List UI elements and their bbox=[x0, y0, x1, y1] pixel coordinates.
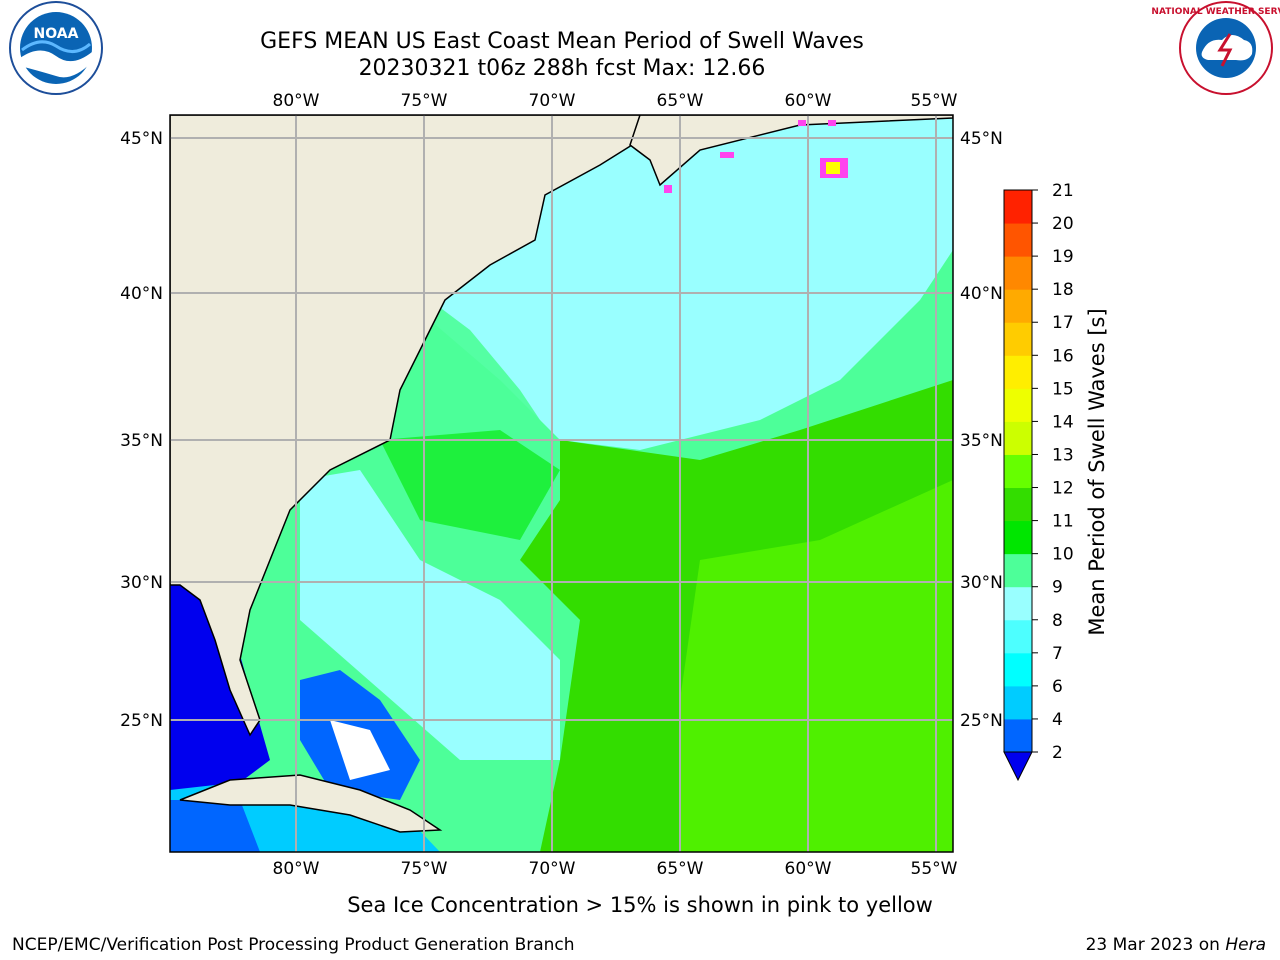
colorbar-segment bbox=[1004, 685, 1032, 720]
colorbar-tick-label: 19 bbox=[1052, 247, 1074, 267]
colorbar-tick-label: 20 bbox=[1052, 214, 1074, 234]
colorbar-tick-label: 14 bbox=[1052, 412, 1074, 432]
lat-label: 45°N bbox=[120, 129, 163, 149]
figure-subtitle: 20230321 t06z 288h fcst Max: 12.66 bbox=[359, 56, 766, 81]
colorbar-tick-label: 18 bbox=[1052, 280, 1074, 300]
lat-label: 30°N bbox=[960, 573, 1003, 593]
cuba-land bbox=[179, 774, 443, 833]
noaa-logo-text: NOAA bbox=[34, 26, 79, 42]
colorbar-segment bbox=[1004, 487, 1032, 522]
colorbar-segment bbox=[1004, 256, 1032, 290]
nws-logo-text: NATIONAL WEATHER SERVICE bbox=[1151, 7, 1280, 17]
colorbar-tick-label: 15 bbox=[1052, 379, 1074, 399]
sea-ice-markers bbox=[664, 120, 848, 193]
map-graticule bbox=[170, 115, 953, 852]
map-panel bbox=[169, 114, 954, 853]
lon-labels-bottom: 80°W 75°W 70°W 65°W 60°W 55°W bbox=[273, 859, 958, 879]
colorbar-segment bbox=[1004, 190, 1032, 224]
lat-label: 40°N bbox=[120, 284, 163, 304]
lon-label: 80°W bbox=[273, 859, 320, 879]
colorbar-segment bbox=[1004, 454, 1032, 489]
colorbar-segment bbox=[1004, 553, 1032, 588]
map-frame bbox=[169, 114, 954, 853]
colorbar-tick-label: 17 bbox=[1052, 313, 1074, 333]
lon-label: 80°W bbox=[273, 91, 320, 111]
lon-label: 70°W bbox=[529, 859, 576, 879]
colorbar-tick-label: 10 bbox=[1052, 545, 1074, 565]
lat-label: 30°N bbox=[120, 573, 163, 593]
gulf-low-period-zone bbox=[170, 582, 270, 800]
lon-label: 75°W bbox=[401, 859, 448, 879]
colorbar-segment bbox=[1004, 586, 1032, 621]
run-date-text: 23 Mar 2023 on bbox=[1086, 935, 1226, 955]
colorbar-segment bbox=[1004, 223, 1032, 257]
lat-label: 35°N bbox=[960, 431, 1003, 451]
lon-label: 65°W bbox=[657, 91, 704, 111]
figure-title: GEFS MEAN US East Coast Mean Period of S… bbox=[260, 29, 864, 54]
colorbar-tick-label: 7 bbox=[1052, 644, 1063, 664]
colorbar-tick-label: 21 bbox=[1052, 181, 1074, 201]
lon-label: 70°W bbox=[529, 91, 576, 111]
colorbar-tick-label: 2 bbox=[1052, 743, 1063, 763]
colorbar-segment bbox=[1004, 388, 1032, 422]
colorbar-segment bbox=[1004, 652, 1032, 687]
colorbar-tick-label: 16 bbox=[1052, 346, 1074, 366]
machine-name: Hera bbox=[1225, 935, 1266, 955]
lat-label: 25°N bbox=[960, 711, 1003, 731]
colorbar-segment bbox=[1004, 421, 1032, 455]
swell-zone-lightgreen bbox=[680, 480, 953, 852]
lat-labels-right: 45°N 40°N 35°N 30°N 25°N bbox=[960, 129, 1003, 731]
credit-text: NCEP/EMC/Verification Post Processing Pr… bbox=[12, 935, 575, 955]
colorbar-tick-label: 9 bbox=[1052, 578, 1063, 598]
run-date: 23 Mar 2023 on Hera bbox=[1086, 935, 1266, 955]
lon-label: 75°W bbox=[401, 91, 448, 111]
colorbar-segment bbox=[1004, 718, 1032, 753]
lon-label: 60°W bbox=[785, 91, 832, 111]
lon-label: 65°W bbox=[657, 859, 704, 879]
lat-label: 45°N bbox=[960, 129, 1003, 149]
swell-zone-cyan-north bbox=[430, 115, 953, 450]
colorbar-label: Mean Period of Swell Waves [s] bbox=[1085, 308, 1109, 635]
colorbar-tick-label: 8 bbox=[1052, 611, 1063, 631]
nws-logo: NATIONAL WEATHER SERVICE bbox=[1151, 1, 1280, 95]
lat-label: 35°N bbox=[120, 431, 163, 451]
sea-ice-note: Sea Ice Concentration > 15% is shown in … bbox=[347, 893, 933, 917]
colorbar-segment bbox=[1004, 289, 1032, 323]
lat-label: 40°N bbox=[960, 284, 1003, 304]
lat-label: 25°N bbox=[120, 711, 163, 731]
colorbar-segment bbox=[1004, 520, 1032, 555]
colorbar-segment bbox=[1004, 619, 1032, 654]
nova-scotia-land bbox=[629, 115, 953, 187]
colorbar-segment bbox=[1004, 322, 1032, 356]
colorbar-tick-label: 11 bbox=[1052, 512, 1074, 532]
lon-label: 55°W bbox=[911, 91, 958, 111]
colorbar-tick-label: 4 bbox=[1052, 710, 1063, 730]
colorbar-tick-label: 13 bbox=[1052, 445, 1074, 465]
colorbar-tick-label: 6 bbox=[1052, 677, 1063, 697]
colorbar-tick-label: 12 bbox=[1052, 479, 1074, 499]
colorbar: 2 4 6 7 8 9 10 11 12 13 14 15 16 17 18 19 20 21 bbox=[1003, 181, 1074, 782]
swell-zone-cyan-south bbox=[300, 470, 560, 760]
colorbar-segment bbox=[1004, 355, 1032, 389]
colorbar-frame bbox=[1003, 189, 1033, 753]
lon-labels-top: 80°W 75°W 70°W 65°W 60°W 55°W bbox=[273, 91, 958, 111]
noaa-logo: NOAA bbox=[9, 1, 103, 95]
lat-labels-left: 45°N 40°N 35°N 30°N 25°N bbox=[120, 129, 163, 731]
lon-label: 55°W bbox=[911, 859, 958, 879]
lon-label: 60°W bbox=[785, 859, 832, 879]
colorbar-extension bbox=[1003, 751, 1033, 782]
